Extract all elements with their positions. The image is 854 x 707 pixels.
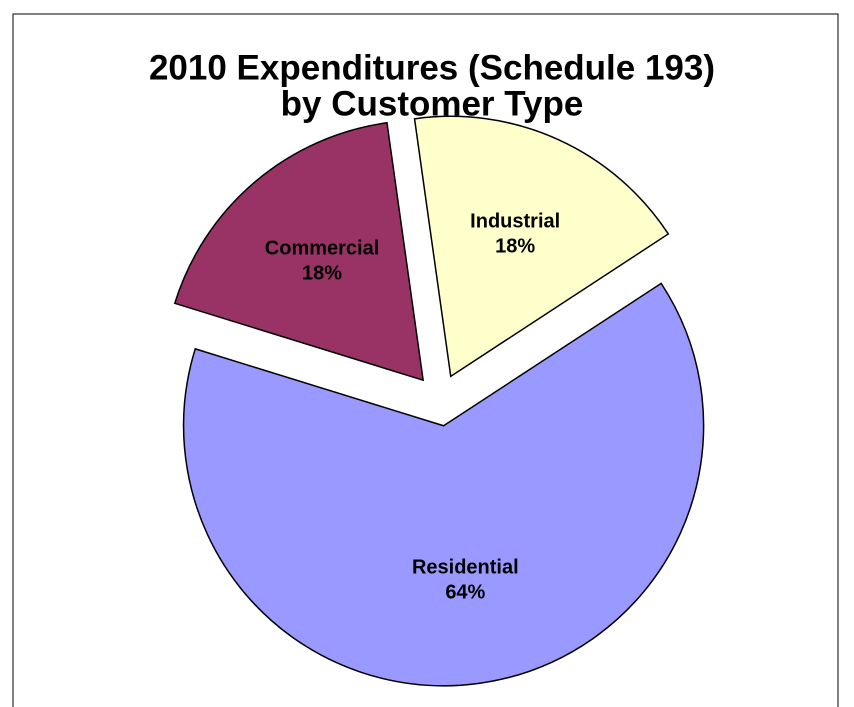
slice-value-label: 18% bbox=[495, 236, 535, 258]
slice-label: Commercial bbox=[265, 238, 380, 260]
slice-value-label: 64% bbox=[445, 582, 485, 604]
pie-slice bbox=[182, 282, 705, 687]
pie-slice bbox=[413, 115, 670, 378]
slice-label: Industrial bbox=[470, 211, 560, 233]
slice-value-label: 18% bbox=[302, 263, 342, 285]
slice-label: Residential bbox=[412, 557, 519, 579]
chart-title: 2010 Expenditures (Schedule 193) bbox=[149, 48, 715, 87]
pie-slice bbox=[173, 121, 425, 382]
